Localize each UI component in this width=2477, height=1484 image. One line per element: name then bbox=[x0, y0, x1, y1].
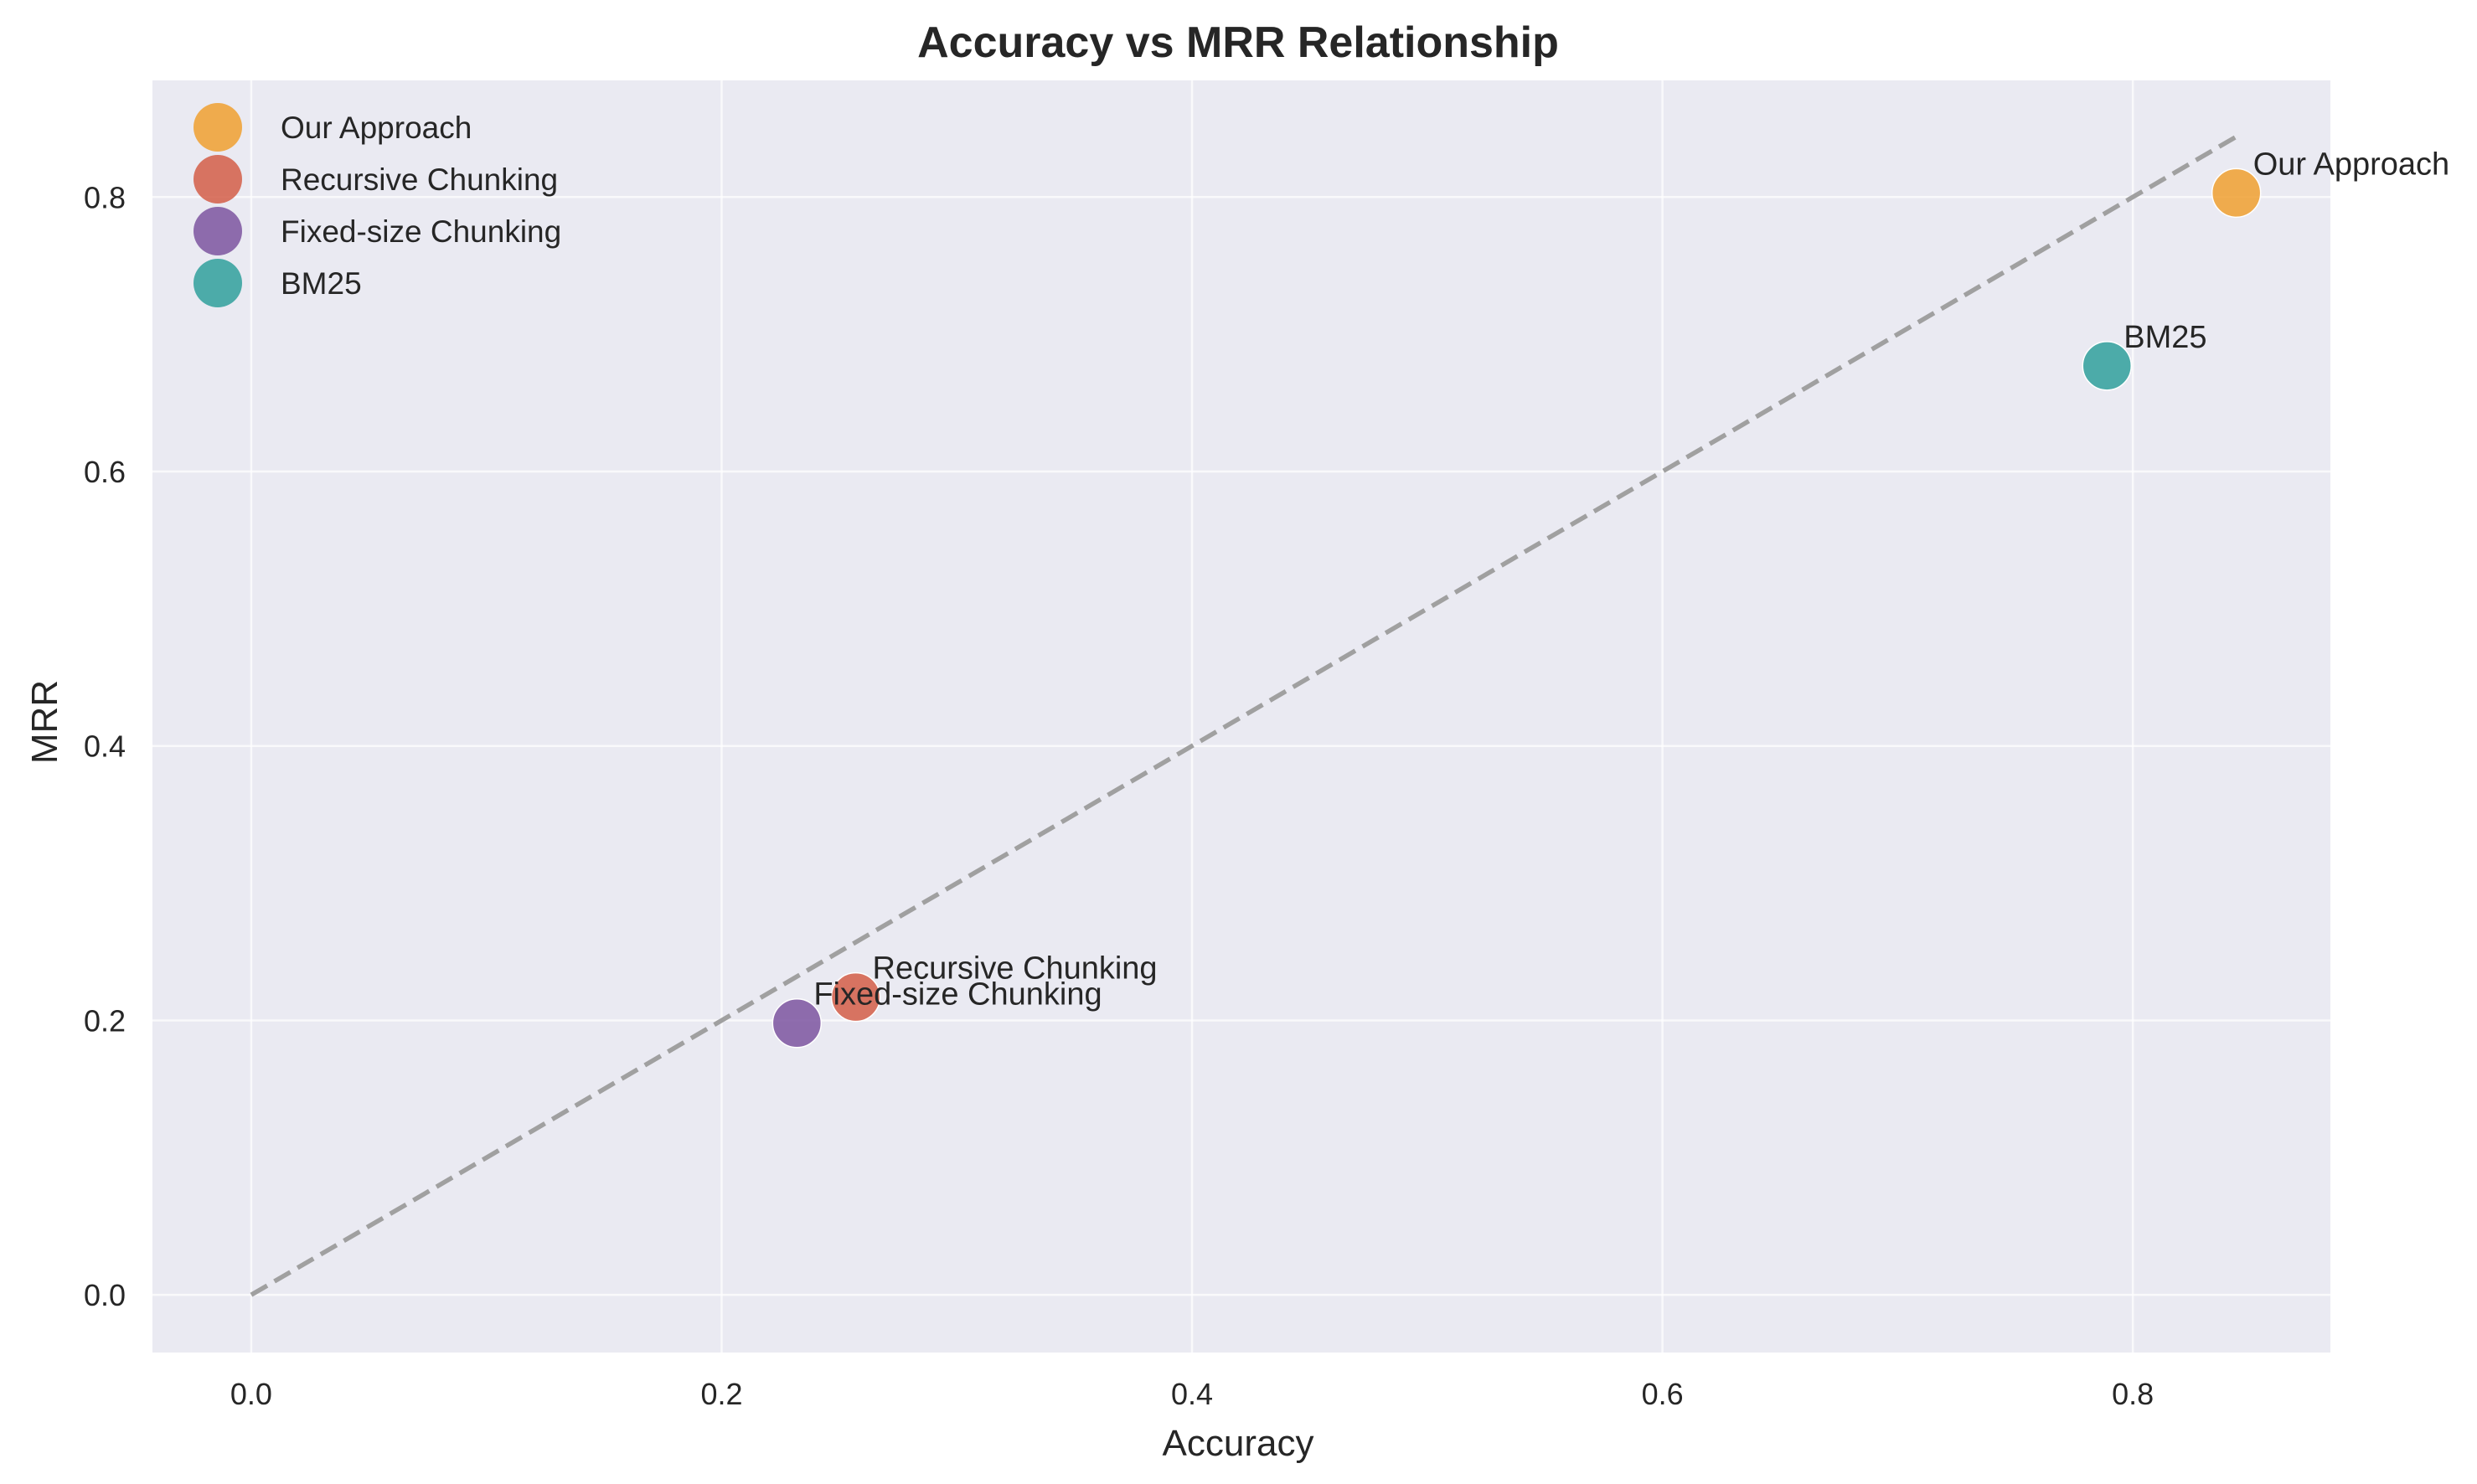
scatter-point bbox=[830, 971, 881, 1023]
data-points bbox=[771, 167, 2262, 1049]
legend-label: Fixed-size Chunking bbox=[281, 214, 561, 249]
grid-lines bbox=[152, 80, 2330, 1353]
point-annotations: Our Approach Recursive ChunkingFixed-size… bbox=[813, 147, 2449, 1012]
y-tick-label: 0.8 bbox=[84, 180, 126, 214]
diagonal-reference-line bbox=[250, 134, 2238, 1297]
y-axis-label: MRR bbox=[24, 680, 65, 764]
point-annotation: Recursive Chunking bbox=[873, 951, 1158, 987]
point-annotation: Fixed-size Chunking bbox=[813, 977, 1102, 1013]
scatter-point bbox=[771, 997, 823, 1049]
legend-marker bbox=[194, 259, 242, 307]
x-tick-label: 0.4 bbox=[1171, 1377, 1213, 1411]
y-tick-label: 0.0 bbox=[84, 1278, 126, 1312]
scatter-point bbox=[2211, 167, 2262, 219]
x-tick-label: 0.8 bbox=[2112, 1377, 2154, 1411]
x-axis-ticks: 0.0 0.2 0.4 0.6 0.8 bbox=[230, 1377, 2154, 1411]
legend-label: Recursive Chunking bbox=[281, 162, 558, 197]
y-tick-label: 0.6 bbox=[84, 455, 126, 489]
x-tick-label: 0.0 bbox=[230, 1377, 272, 1411]
plot-area bbox=[152, 80, 2330, 1353]
legend-marker bbox=[194, 155, 242, 204]
legend-label: BM25 bbox=[281, 266, 362, 301]
y-axis-ticks: 0.0 0.2 0.4 0.6 0.8 bbox=[84, 180, 126, 1312]
legend-label: Our Approach bbox=[281, 111, 472, 145]
reference-line bbox=[250, 134, 2238, 1297]
legend: Our Approach Recursive Chunking Fixed-size… bbox=[194, 103, 561, 307]
x-axis-label: Accuracy bbox=[1163, 1423, 1314, 1464]
chart-title: Accuracy vs MRR Relationship bbox=[917, 18, 1559, 67]
point-annotation: Our Approach bbox=[2253, 147, 2449, 182]
legend-marker bbox=[194, 207, 242, 255]
y-tick-label: 0.4 bbox=[84, 729, 126, 764]
point-annotation: BM25 bbox=[2124, 320, 2206, 355]
legend-marker bbox=[194, 103, 242, 152]
y-tick-label: 0.2 bbox=[84, 1003, 126, 1038]
x-tick-label: 0.6 bbox=[1642, 1377, 1684, 1411]
x-tick-label: 0.2 bbox=[700, 1377, 742, 1411]
scatter-point bbox=[2082, 341, 2133, 391]
